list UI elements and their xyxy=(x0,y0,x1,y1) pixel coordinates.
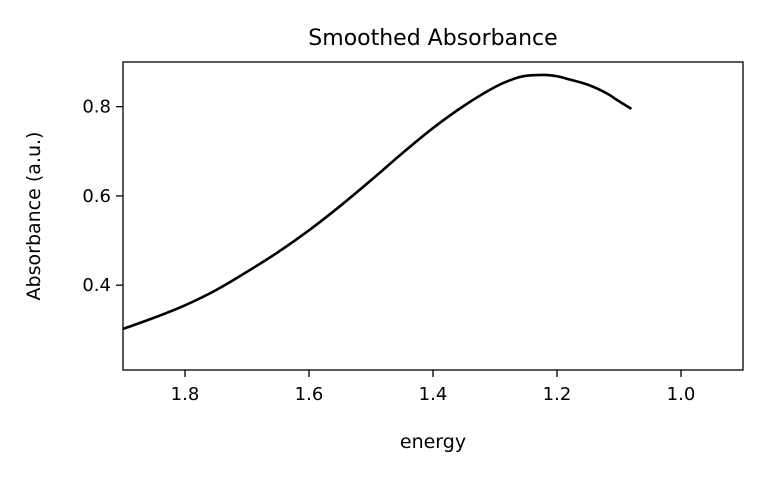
x-tick-label: 1.8 xyxy=(171,384,200,405)
y-axis-label: Absorbance (a.u.) xyxy=(23,132,45,301)
x-tick-label: 1.2 xyxy=(543,384,572,405)
series-line-0 xyxy=(122,73,633,331)
x-tick-label: 1.6 xyxy=(295,384,324,405)
x-axis: 1.8 1.6 1.4 1.2 1.0 xyxy=(171,370,696,405)
x-tick-label: 1.0 xyxy=(667,384,696,405)
y-tick-label: 0.4 xyxy=(82,275,111,296)
x-tick-label: 1.4 xyxy=(419,384,448,405)
plot-area xyxy=(122,73,633,331)
y-axis: 0.4 0.6 0.8 xyxy=(82,97,123,296)
y-tick-label: 0.6 xyxy=(82,186,111,207)
x-axis-label: energy xyxy=(400,431,466,453)
chart-title: Smoothed Absorbance xyxy=(308,26,557,51)
axes-frame xyxy=(122,61,744,371)
y-tick-label: 0.8 xyxy=(82,97,111,118)
